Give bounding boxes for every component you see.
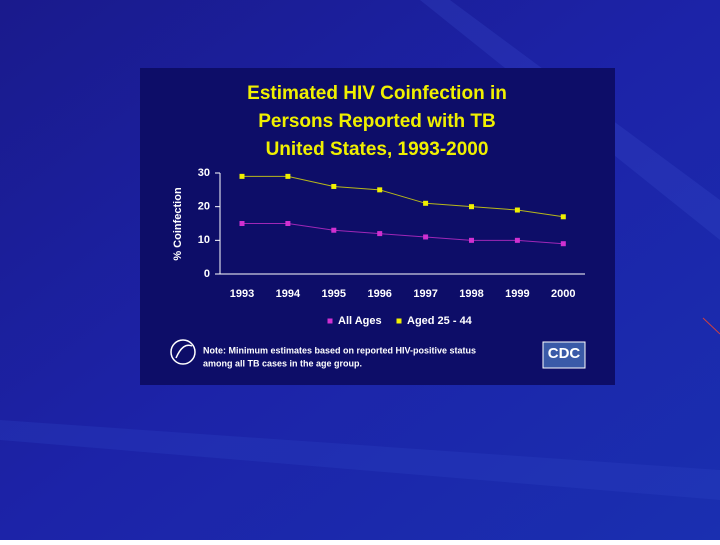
point — [285, 221, 291, 226]
cdc-logo-text: CDC — [548, 345, 581, 362]
y-axis-label: % Coinfection — [172, 187, 184, 261]
legend-marker — [327, 318, 333, 324]
y-tick-label: 20 — [198, 201, 210, 213]
cdc-logo — [542, 341, 586, 369]
y-tick-label: 30 — [198, 167, 210, 179]
point — [469, 237, 474, 243]
streak — [702, 317, 720, 335]
point — [239, 221, 245, 226]
note: Note: Minimum estimates based on reporte… — [203, 345, 476, 355]
x-tick-label: 2000 — [551, 288, 575, 300]
hhs-logo — [175, 344, 193, 359]
x-tick-label: 1998 — [459, 288, 483, 300]
hhs-logo — [170, 339, 196, 365]
point — [514, 207, 520, 213]
x-tick-label: 1994 — [276, 288, 301, 300]
point — [331, 227, 337, 233]
series-line — [242, 175, 564, 218]
streak — [0, 420, 720, 500]
legend-label: All Ages — [338, 315, 382, 327]
series-line — [242, 223, 564, 245]
chart-title: Persons Reported with TB — [258, 111, 496, 132]
chart-title: United States, 1993-2000 — [266, 139, 489, 160]
point — [560, 241, 566, 247]
point — [560, 214, 566, 220]
point — [239, 173, 245, 179]
point — [285, 173, 291, 179]
note: among all TB cases in the age group. — [203, 358, 362, 368]
x-tick-label: 1995 — [322, 288, 346, 300]
legend-label: Aged 25 - 44 — [407, 315, 473, 327]
y-tick-label: 0 — [204, 268, 210, 280]
x-tick-label: 1993 — [230, 288, 254, 300]
point — [423, 234, 429, 240]
legend-marker — [396, 318, 402, 324]
y-tick-label: 10 — [198, 234, 210, 246]
point — [331, 183, 337, 189]
chart-title: Estimated HIV Coinfection in — [247, 83, 507, 104]
point — [514, 237, 520, 243]
point — [377, 187, 383, 193]
x-tick-label: 1999 — [505, 288, 529, 300]
chart-panel — [140, 68, 615, 385]
point — [423, 200, 429, 206]
x-tick-label: 1996 — [367, 288, 391, 300]
x-tick-label: 1997 — [413, 288, 437, 300]
point — [377, 231, 383, 237]
point — [469, 204, 474, 210]
